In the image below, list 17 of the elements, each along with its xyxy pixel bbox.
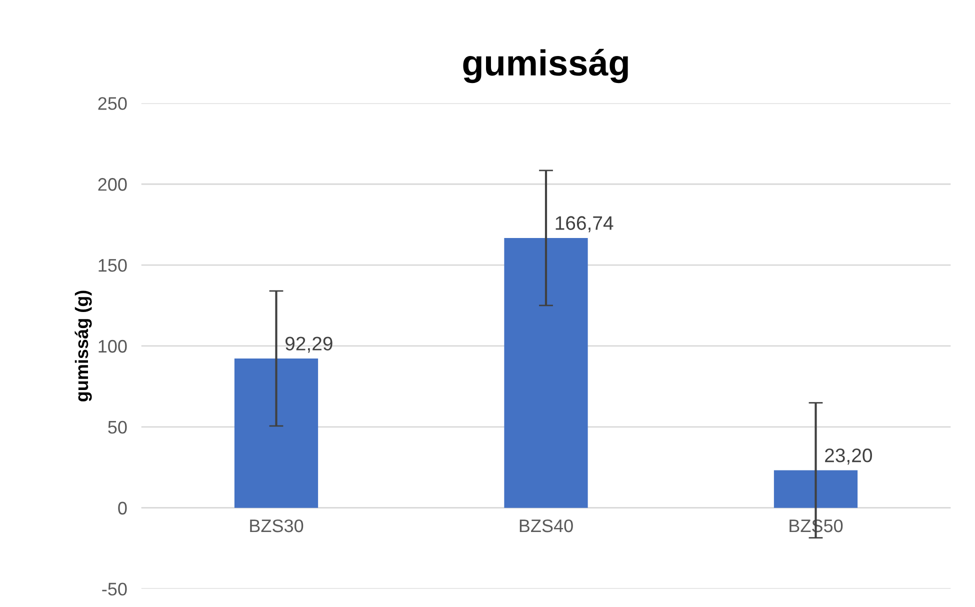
y-tick-label: 150 <box>98 258 127 272</box>
y-tick-label: 100 <box>98 340 127 353</box>
bar <box>774 470 858 508</box>
y-axis-title: gumisság (g) <box>74 290 92 402</box>
y-tick-label: 250 <box>98 97 127 110</box>
y-tick-label: 0 <box>118 502 127 515</box>
y-tick-label: 50 <box>108 420 127 434</box>
y-tick-label: 200 <box>98 178 127 191</box>
y-tick-label: -50 <box>102 582 127 596</box>
x-tick-label: BZS30 <box>250 519 304 532</box>
data-label: 166,74 <box>556 216 614 232</box>
x-tick-label: BZS40 <box>520 519 573 532</box>
chart-title: gumisság <box>463 48 628 84</box>
data-label: 92,29 <box>285 336 332 353</box>
bar <box>234 358 318 508</box>
bar <box>504 238 588 508</box>
data-label: 23,20 <box>825 448 872 465</box>
